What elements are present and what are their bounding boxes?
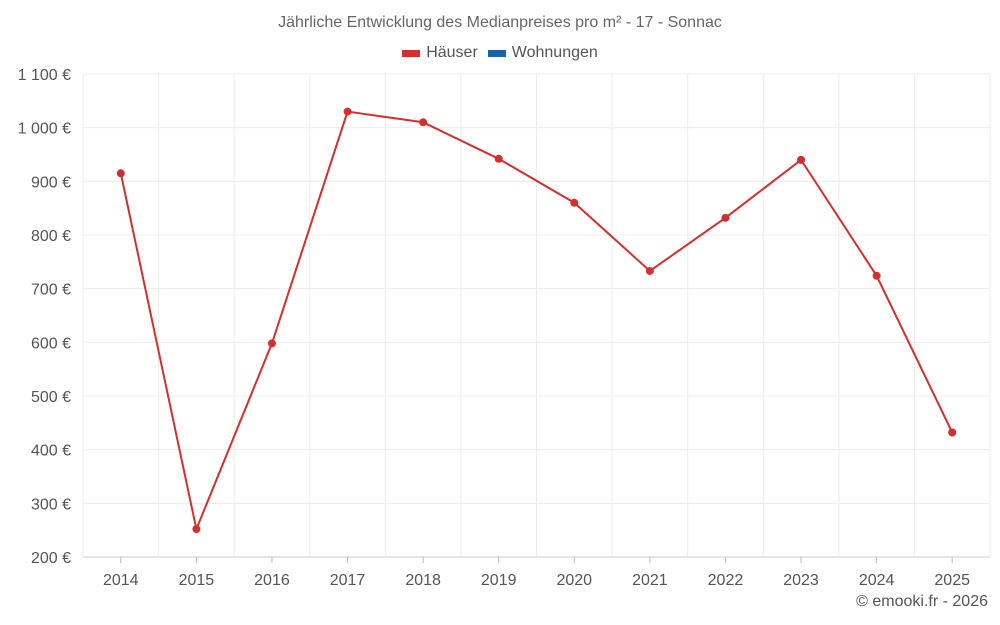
y-tick-label: 200 €	[31, 550, 71, 567]
chart-title: Jährliche Entwicklung des Medianpreises …	[278, 14, 722, 31]
x-tick-label: 2015	[179, 572, 215, 589]
y-tick-label: 300 €	[31, 496, 71, 513]
data-point	[267, 339, 276, 348]
data-point	[645, 266, 654, 275]
x-tick-label: 2019	[481, 572, 517, 589]
data-point	[872, 271, 881, 280]
legend-label-wohnungen: Wohnungen	[511, 44, 598, 61]
credit-text: © emooki.fr - 2026	[856, 593, 988, 610]
legend-item-haeuser[interactable]: Häuser	[402, 44, 478, 62]
x-tick-label: 2014	[103, 572, 139, 589]
x-tick-label: 2016	[254, 572, 290, 589]
y-tick-label: 800 €	[31, 228, 71, 245]
y-tick-label: 700 €	[31, 282, 71, 299]
data-point	[419, 118, 428, 127]
data-point	[721, 213, 730, 222]
data-point	[797, 155, 806, 164]
x-tick-label: 2025	[934, 572, 970, 589]
series-line-0	[119, 110, 954, 531]
x-tick-label: 2020	[556, 572, 592, 589]
data-point	[116, 169, 125, 178]
x-tick-label: 2018	[405, 572, 441, 589]
legend-swatch-wohnungen	[487, 49, 506, 57]
legend-swatch-haeuser	[402, 49, 421, 57]
x-tick-label: 2021	[632, 572, 668, 589]
data-point	[494, 154, 503, 163]
x-tick-label: 2017	[330, 572, 366, 589]
legend-label-haeuser: Häuser	[426, 44, 478, 61]
x-tick-label: 2023	[783, 572, 819, 589]
legend-item-wohnungen[interactable]: Wohnungen	[487, 44, 598, 62]
data-point	[948, 428, 957, 437]
data-point	[343, 107, 352, 116]
data-point	[570, 198, 579, 207]
y-tick-label: 900 €	[31, 174, 71, 191]
y-tick-label: 600 €	[31, 335, 71, 352]
x-tick-label: 2022	[708, 572, 744, 589]
data-point	[192, 525, 201, 534]
x-tick-label: 2024	[859, 572, 895, 589]
y-tick-label: 1 000 €	[18, 121, 71, 138]
y-tick-label: 400 €	[31, 443, 71, 460]
legend: Häuser Wohnungen	[0, 44, 1000, 62]
y-tick-label: 500 €	[31, 389, 71, 406]
y-tick-label: 1 100 €	[18, 67, 71, 84]
